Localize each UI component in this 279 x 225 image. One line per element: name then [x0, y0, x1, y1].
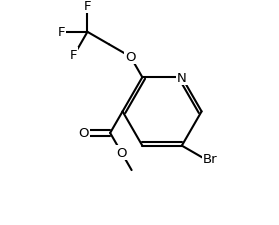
- Text: O: O: [125, 51, 136, 64]
- Text: O: O: [116, 146, 127, 159]
- Text: F: F: [69, 49, 77, 62]
- Text: Br: Br: [203, 152, 217, 165]
- Text: F: F: [84, 0, 91, 13]
- Text: N: N: [177, 71, 187, 84]
- Text: O: O: [78, 127, 89, 140]
- Text: F: F: [58, 26, 65, 39]
